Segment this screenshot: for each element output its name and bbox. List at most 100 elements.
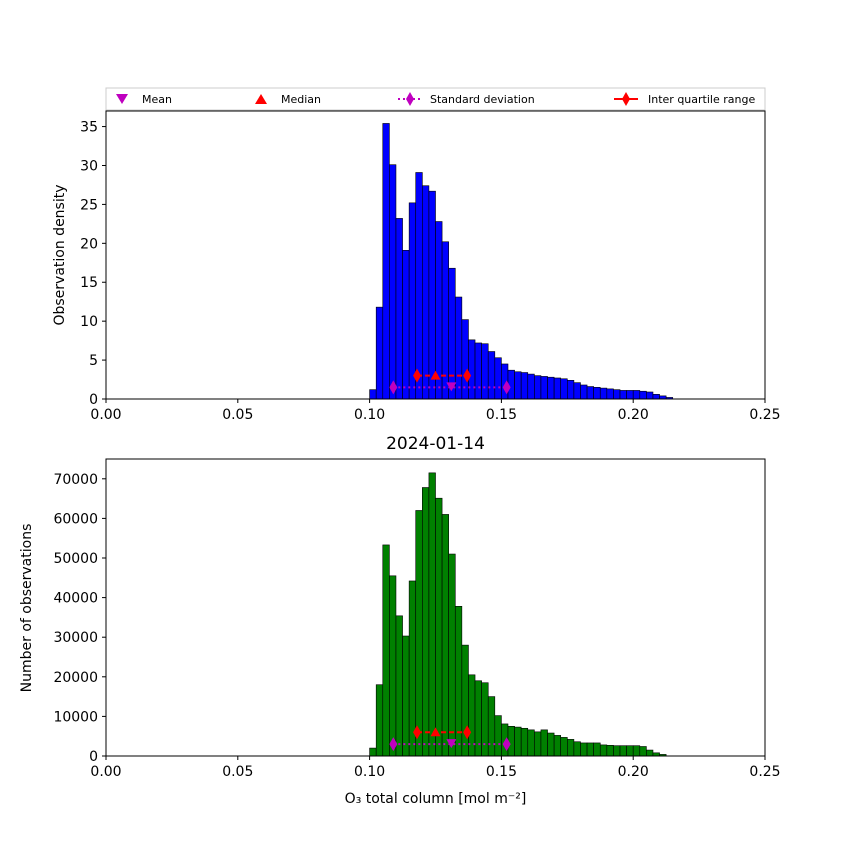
top-mean-marker xyxy=(446,382,457,392)
bottom-bar xyxy=(487,696,496,757)
bottom-histogram-plot: 2024-01-14 0.00 0.05 0.10 0.15 0.20 0.25 0 100… xyxy=(19,434,781,807)
bottom-bar xyxy=(507,725,515,757)
bottom-y-tick-label: 30000 xyxy=(53,630,98,646)
bottom-bar xyxy=(547,732,555,757)
legend-std-label: Standard deviation xyxy=(430,93,535,106)
bottom-bar xyxy=(560,737,568,757)
bottom-chart-title: 2024-01-14 xyxy=(386,434,485,454)
bottom-bar xyxy=(646,749,654,757)
top-bar xyxy=(652,394,660,400)
bottom-median-marker xyxy=(430,727,441,737)
top-bar xyxy=(573,382,581,400)
top-bar xyxy=(606,388,614,400)
top-bar xyxy=(599,387,608,400)
bottom-bar xyxy=(382,544,390,757)
top-bar xyxy=(613,389,621,400)
top-iqr-marker xyxy=(463,368,472,383)
top-histogram-plot: 0.00 0.05 0.10 0.15 0.20 0.25 05101520253035 … xyxy=(52,110,781,423)
top-x-tick-label: 0.10 xyxy=(354,407,385,423)
legend-mean-label: Mean xyxy=(142,93,172,106)
top-bar xyxy=(435,221,443,400)
bottom-bar xyxy=(613,745,621,757)
legend-frame xyxy=(105,87,766,111)
bottom-bar xyxy=(441,514,449,757)
bottom-bar xyxy=(369,747,377,757)
legend: Mean Median Standard deviation Inter qua… xyxy=(105,87,766,111)
top-x-tick-label: 0.25 xyxy=(749,407,780,423)
bottom-bar xyxy=(632,745,641,757)
bottom-bar xyxy=(586,742,594,757)
bottom-y-ticks: 0 10000 20000 30000 40000 50000 60000 70000 xyxy=(53,472,106,765)
legend-median-marker xyxy=(255,94,267,104)
bottom-bar xyxy=(599,744,608,757)
legend-mean-marker xyxy=(116,94,128,104)
bottom-x-ticks: 0.00 0.05 0.10 0.15 0.20 0.25 xyxy=(90,756,781,780)
bottom-bar xyxy=(639,746,647,757)
top-bar xyxy=(454,296,463,400)
bottom-y-tick-label: 40000 xyxy=(53,591,98,607)
bottom-axes-frame xyxy=(105,458,766,757)
top-bar xyxy=(580,384,588,400)
top-median-marker xyxy=(430,370,441,380)
bottom-bar xyxy=(494,715,502,757)
bottom-y-tick-label: 20000 xyxy=(53,670,98,686)
top-bar xyxy=(619,390,627,400)
bottom-x-tick-label: 0.10 xyxy=(354,764,385,780)
bottom-std-marker xyxy=(502,737,511,752)
bottom-y-axis-label: Number of observations xyxy=(19,524,35,693)
top-bar xyxy=(375,306,384,400)
bottom-bar xyxy=(375,684,384,757)
top-y-axis-label: Observation density xyxy=(52,184,68,325)
top-bar xyxy=(566,380,575,400)
top-bar xyxy=(547,376,555,400)
top-bar xyxy=(626,390,634,400)
bottom-bar xyxy=(553,735,562,757)
legend-iqr-label: Inter quartile range xyxy=(648,93,755,106)
bottom-bar xyxy=(534,731,542,757)
top-bar xyxy=(415,172,423,400)
bottom-x-tick-label: 0.15 xyxy=(486,764,517,780)
top-bar xyxy=(593,387,601,400)
top-x-tick-label: 0.15 xyxy=(486,407,517,423)
bottom-bar xyxy=(606,745,614,757)
bottom-x-axis-label: O₃ total column [mol m⁻²] xyxy=(345,791,527,807)
top-y-tick-label: 0 xyxy=(89,392,98,408)
top-bar xyxy=(382,123,390,400)
bottom-x-tick-label: 0.20 xyxy=(618,764,649,780)
bottom-bar xyxy=(402,635,410,757)
top-x-ticks: 0.00 0.05 0.10 0.15 0.20 0.25 xyxy=(90,399,781,423)
bottom-bar xyxy=(454,606,463,757)
top-y-ticks: 0 5 10 15 20 25 30 35 xyxy=(80,120,106,408)
top-y-tick-label: 10 xyxy=(80,314,98,330)
top-bar xyxy=(514,371,522,400)
bottom-x-tick-label: 0.25 xyxy=(749,764,780,780)
top-bar xyxy=(646,391,654,400)
top-bar xyxy=(494,357,502,400)
top-bar xyxy=(402,250,410,400)
top-bar xyxy=(527,373,535,400)
top-bar xyxy=(468,339,476,400)
bottom-bar xyxy=(422,487,430,757)
top-bar xyxy=(474,342,482,400)
top-bar xyxy=(428,190,436,400)
top-y-tick-label: 5 xyxy=(89,353,98,369)
top-x-tick-label: 0.05 xyxy=(222,407,253,423)
bottom-bar xyxy=(428,472,436,757)
legend-median-label: Median xyxy=(281,93,321,106)
top-bar xyxy=(553,377,562,400)
top-bar xyxy=(586,386,594,400)
top-bar xyxy=(422,185,430,400)
bottom-iqr-marker xyxy=(463,725,472,740)
bottom-bar xyxy=(435,497,443,757)
bottom-iqr-marker xyxy=(413,725,422,740)
bottom-y-tick-label: 0 xyxy=(89,749,98,765)
top-y-tick-label: 15 xyxy=(80,275,98,291)
bottom-bar xyxy=(527,729,535,757)
bottom-mean-marker xyxy=(446,739,457,749)
legend-iqr-marker xyxy=(622,92,630,106)
top-x-tick-label: 0.20 xyxy=(618,407,649,423)
bottom-bars xyxy=(369,472,667,757)
top-y-tick-label: 35 xyxy=(80,120,98,136)
top-bar xyxy=(369,389,377,400)
